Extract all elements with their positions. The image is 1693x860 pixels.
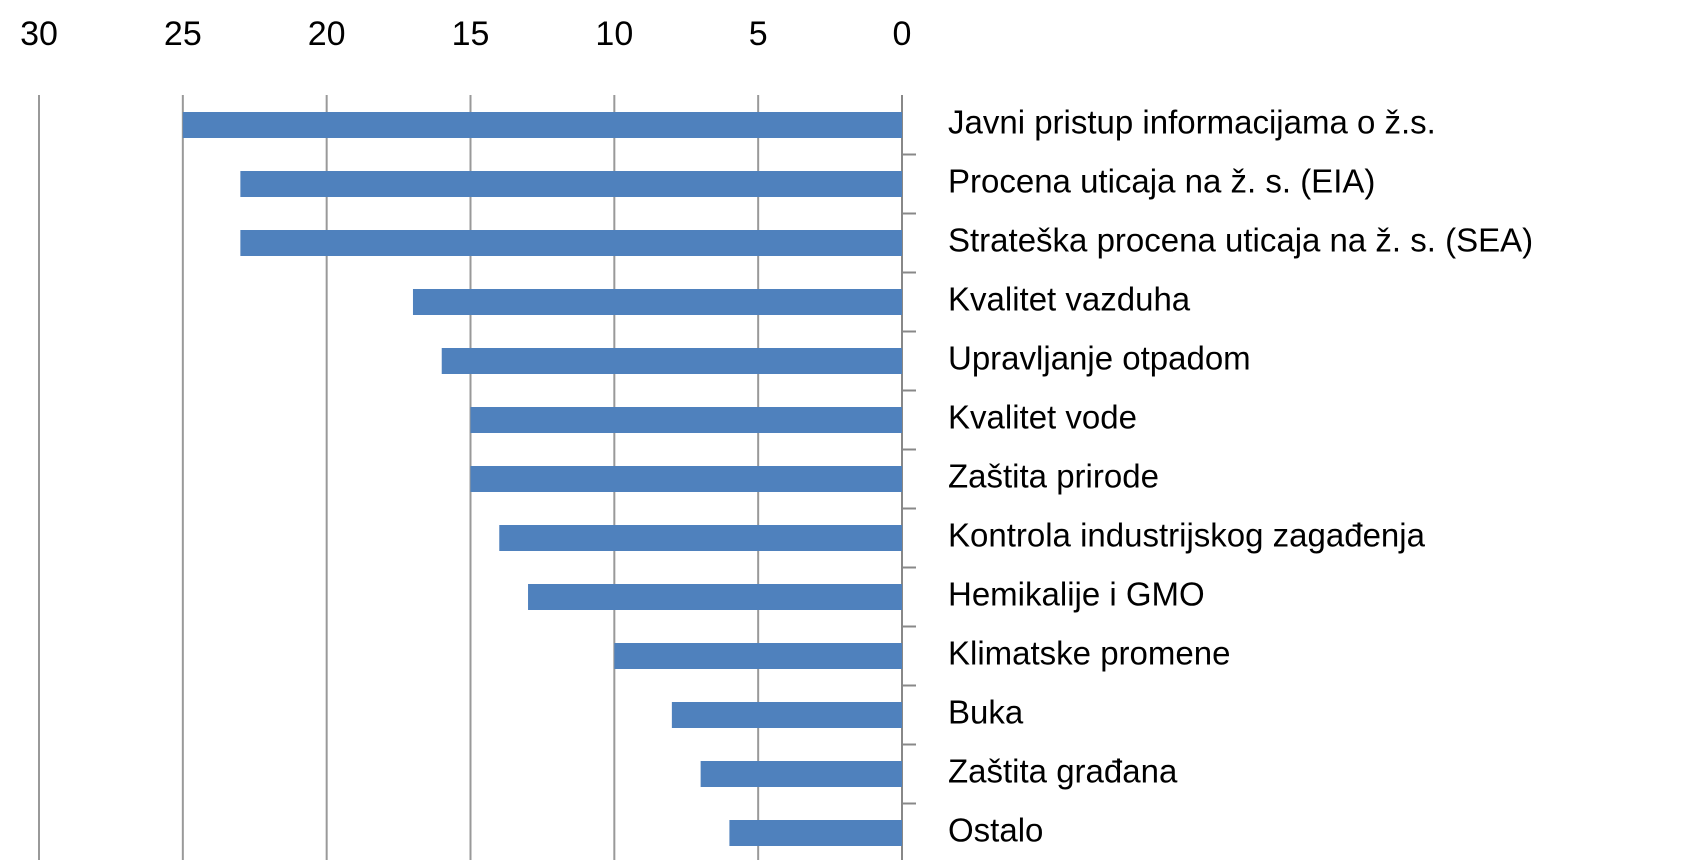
y-tick-label: Klimatske promene <box>948 635 1230 672</box>
y-tick-label: Strateška procena uticaja na ž. s. (SEA) <box>948 222 1533 259</box>
bar <box>240 230 902 256</box>
y-tick-label: Kvalitet vode <box>948 399 1137 436</box>
x-tick-label: 25 <box>164 15 202 53</box>
x-tick-label: 0 <box>893 15 912 53</box>
y-tick-label: Kvalitet vazduha <box>948 281 1191 318</box>
y-tick-label: Zaštita prirode <box>948 458 1159 495</box>
bar <box>671 702 902 728</box>
bar <box>700 761 902 787</box>
x-tick-label: 30 <box>20 15 58 53</box>
y-tick-label: Procena uticaja na ž. s. (EIA) <box>948 163 1375 200</box>
bar <box>729 820 902 846</box>
bar <box>441 348 902 374</box>
bar <box>528 584 902 610</box>
y-tick-label: Javni pristup informacijama o ž.s. <box>948 104 1436 141</box>
bar <box>470 407 902 433</box>
y-tick-label: Buka <box>948 694 1024 731</box>
bar <box>470 466 902 492</box>
y-tick-label: Zaštita građana <box>948 753 1178 790</box>
bar <box>182 112 903 138</box>
x-tick-label: 15 <box>452 15 490 53</box>
y-tick-label: Ostalo <box>948 812 1043 849</box>
x-tick-label: 10 <box>595 15 633 53</box>
x-tick-label: 5 <box>749 15 768 53</box>
y-tick-label: Upravljanje otpadom <box>948 340 1251 377</box>
bar <box>614 643 902 669</box>
y-tick-label: Kontrola industrijskog zagađenja <box>948 517 1426 554</box>
bar <box>240 171 902 197</box>
bar <box>499 525 902 551</box>
y-tick-label: Hemikalije i GMO <box>948 576 1205 613</box>
x-tick-label: 20 <box>308 15 346 53</box>
bar <box>412 289 902 315</box>
